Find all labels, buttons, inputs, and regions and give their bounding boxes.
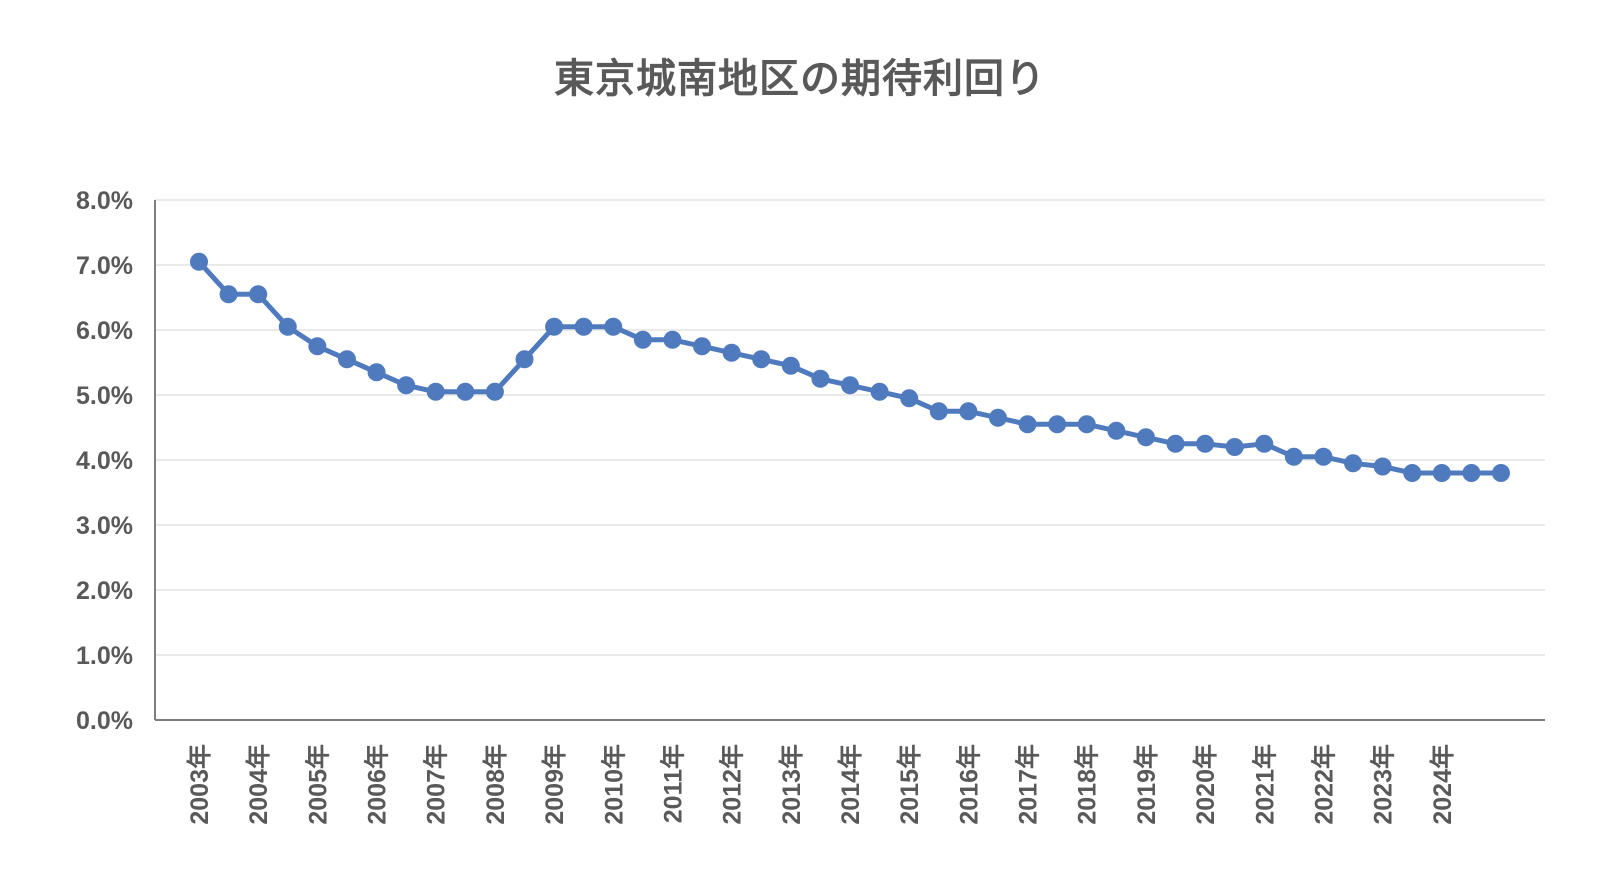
axes [154,200,1545,721]
y-axis-ticks: 0.0% 1.0% 2.0% 3.0% 4.0% 5.0% 6.0% 7.0% 8.0% [76,187,133,735]
data-point [1492,464,1510,482]
data-point [959,402,978,421]
data-point [1196,434,1215,453]
data-point [249,285,268,304]
data-point [278,317,297,336]
x-tick-label: 2020年 [1191,744,1220,825]
x-tick-label: 2017年 [1014,744,1043,825]
data-point [1255,434,1274,453]
x-tick-label: 2021年 [1250,744,1279,825]
data-point [367,363,386,382]
y-tick-label: 4.0% [76,447,133,475]
x-tick-label: 2008年 [481,744,510,825]
data-point [1462,464,1481,482]
data-point [781,356,800,375]
data-point [1018,415,1037,434]
x-tick-label: 2016年 [954,744,983,825]
x-tick-label: 2003年 [185,744,214,825]
y-tick-label: 2.0% [76,577,133,605]
data-point [663,330,682,349]
data-point [190,252,208,271]
y-tick-label: 3.0% [76,512,133,540]
series-line [196,259,1504,476]
y-tick-label: 6.0% [76,317,133,345]
x-tick-label: 2024年 [1428,744,1457,825]
data-point [1225,438,1244,456]
x-tick-label: 2013年 [777,744,806,825]
data-point [1344,454,1363,473]
x-tick-label: 2006年 [363,744,392,825]
y-tick-label: 0.0% [76,707,133,735]
data-point [397,376,416,395]
x-tick-label: 2010年 [599,744,628,825]
series-layer [190,252,1510,482]
data-point [1166,434,1185,453]
x-tick-label: 2023年 [1369,744,1398,825]
x-tick-label: 2007年 [422,744,451,825]
x-tick-label: 2022年 [1309,744,1338,825]
grid-lines [155,199,1545,656]
data-point [456,382,475,401]
x-tick-label: 2014年 [836,744,865,825]
data-point [1432,464,1451,482]
data-point [752,350,771,369]
data-point [1284,447,1303,466]
data-point [1373,457,1392,476]
data-point [545,317,564,336]
data-point [693,337,712,356]
data-point [929,402,948,421]
data-point [722,343,741,362]
data-point [841,376,859,395]
x-tick-label: 2005年 [303,744,332,825]
y-tick-label: 7.0% [76,252,133,280]
data-point [811,369,830,388]
data-point [988,408,1007,427]
x-tick-label: 2009年 [540,744,569,825]
x-tick-label: 2004年 [244,744,273,825]
data-point [1048,415,1067,434]
data-point [515,350,534,369]
y-tick-label: 5.0% [76,382,133,410]
x-tick-label: 2019年 [1132,744,1161,825]
data-point [426,382,445,401]
x-tick-label: 2018年 [1073,744,1102,825]
data-point [604,317,623,336]
data-point [485,382,504,401]
x-tick-label: 2012年 [718,744,747,825]
data-point [1107,421,1126,440]
data-point [1077,415,1096,434]
data-point [219,285,238,304]
data-point [1403,464,1422,482]
data-point [633,330,652,349]
data-point [900,389,919,408]
data-point [1136,428,1155,447]
y-tick-label: 1.0% [76,642,133,670]
data-point [337,350,356,369]
data-point [574,317,593,336]
x-tick-label: 2015年 [895,744,924,825]
chart-title: 東京城南地区の期待利回り [554,56,1046,102]
data-point [1314,447,1333,466]
data-point [870,382,889,401]
x-axis-ticks: 2003年 2004年 2005年 2006年 2007年 2008年 2009年 2010年… [185,744,1457,825]
y-tick-label: 8.0% [76,187,133,215]
data-point [308,337,327,356]
x-tick-label: 2011年 [658,744,687,823]
